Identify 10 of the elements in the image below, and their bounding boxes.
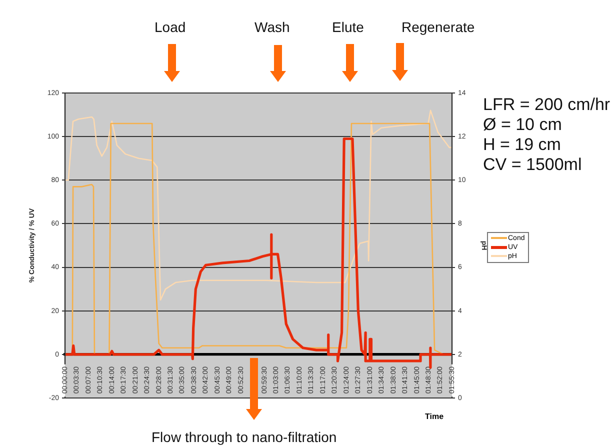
text: Flow through to nano-filtration xyxy=(152,429,337,445)
text: Wash xyxy=(254,19,290,35)
text: Load xyxy=(154,19,186,35)
text: H = 19 cm xyxy=(483,135,562,155)
text: Ø = 10 cm xyxy=(483,115,563,135)
text: Regenerate xyxy=(402,19,475,35)
text: Elute xyxy=(332,19,364,35)
text: CV = 1500ml xyxy=(483,155,583,175)
x-axis-title: Time xyxy=(425,412,444,421)
text: LFR = 200 cm/hr xyxy=(483,95,610,115)
